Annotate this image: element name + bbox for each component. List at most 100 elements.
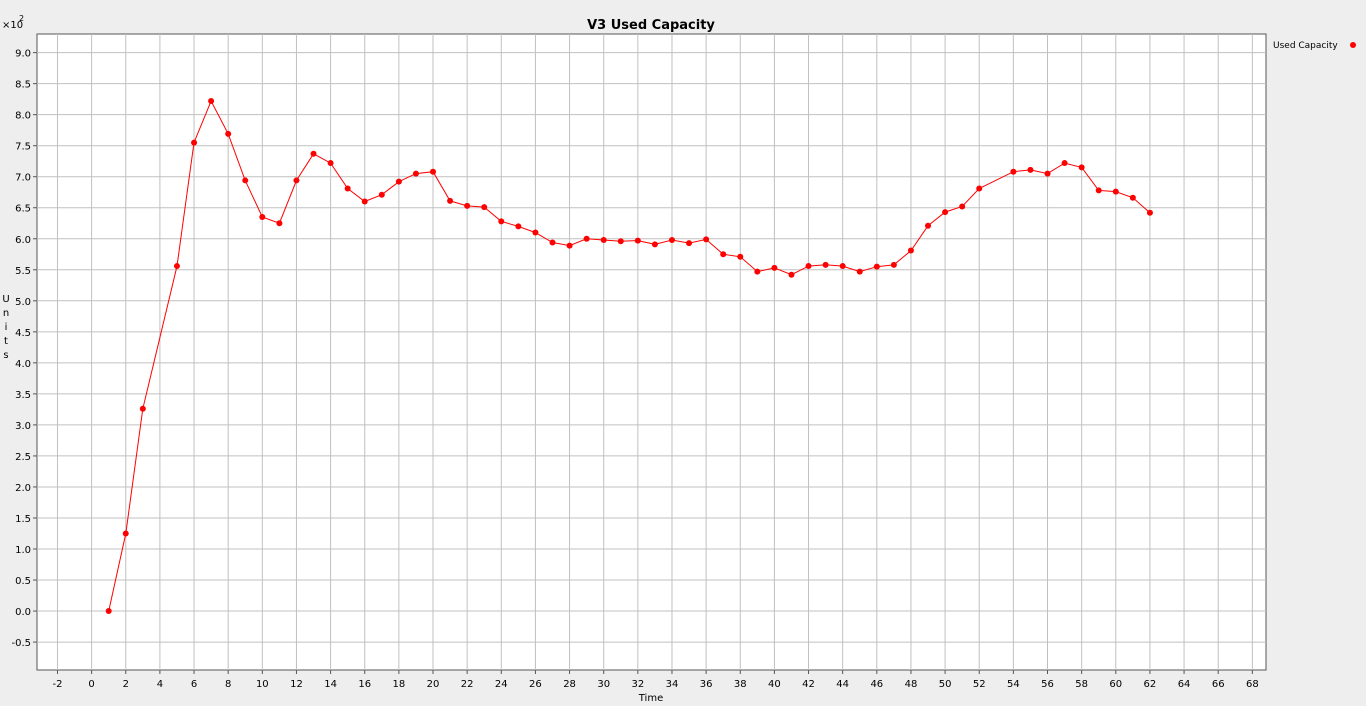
x-tick-label: 14 bbox=[324, 679, 337, 690]
x-tick-label: 34 bbox=[666, 679, 679, 690]
y-axis-label-letter: t bbox=[4, 336, 8, 347]
x-tick-label: 16 bbox=[358, 679, 371, 690]
data-point bbox=[481, 204, 488, 211]
data-point bbox=[686, 240, 693, 247]
data-point bbox=[1010, 168, 1017, 175]
x-tick-label: 22 bbox=[461, 679, 474, 690]
y-axis-label-letter: U bbox=[2, 294, 9, 305]
data-point bbox=[976, 185, 983, 192]
x-tick-label: 18 bbox=[393, 679, 406, 690]
x-axis-ticks: -2 0 2 4 6 8 10 12 14 16 18 20 22 24 26 28 30 32 34 36 38 40 4… bbox=[52, 670, 1259, 690]
x-tick-label: 20 bbox=[427, 679, 440, 690]
data-point bbox=[1078, 164, 1085, 171]
x-tick-label: 36 bbox=[700, 679, 713, 690]
data-point bbox=[191, 139, 198, 146]
x-tick-label: 24 bbox=[495, 679, 508, 690]
y-multiplier-exponent: 2 bbox=[19, 14, 24, 23]
data-point bbox=[1061, 160, 1068, 167]
data-point bbox=[139, 405, 146, 412]
x-tick-label: 68 bbox=[1246, 679, 1259, 690]
data-point bbox=[122, 530, 129, 537]
data-point bbox=[634, 237, 641, 244]
y-tick-label: 7.5 bbox=[15, 142, 31, 153]
data-point bbox=[1129, 194, 1136, 201]
y-tick-label: 9.0 bbox=[15, 49, 31, 60]
data-point bbox=[1044, 170, 1051, 177]
y-axis-label-letter: i bbox=[5, 322, 8, 333]
y-tick-label: 1.0 bbox=[15, 545, 31, 556]
y-tick-label: -0.5 bbox=[11, 638, 31, 649]
x-tick-label: 30 bbox=[597, 679, 610, 690]
data-point bbox=[856, 268, 863, 275]
y-tick-label: 4.0 bbox=[15, 359, 31, 370]
x-tick-label: 48 bbox=[905, 679, 918, 690]
x-tick-label: 2 bbox=[123, 679, 129, 690]
x-tick-label: 38 bbox=[734, 679, 747, 690]
x-tick-label: 56 bbox=[1041, 679, 1054, 690]
x-axis-label: Time bbox=[638, 693, 663, 704]
data-point bbox=[959, 203, 966, 210]
data-point bbox=[890, 261, 897, 268]
y-tick-label: 8.0 bbox=[15, 111, 31, 122]
plot-area bbox=[36, 33, 1267, 671]
y-multiplier-base: ×10 bbox=[2, 20, 23, 31]
x-tick-label: 0 bbox=[88, 679, 94, 690]
data-point bbox=[344, 185, 351, 192]
data-point bbox=[754, 268, 761, 275]
data-point bbox=[395, 178, 402, 185]
data-point bbox=[617, 238, 624, 245]
y-tick-label: 2.0 bbox=[15, 483, 31, 494]
x-tick-label: 58 bbox=[1075, 679, 1088, 690]
x-tick-label: 46 bbox=[870, 679, 883, 690]
data-point bbox=[430, 168, 437, 175]
y-tick-label: 6.5 bbox=[15, 204, 31, 215]
data-point bbox=[873, 263, 880, 270]
chart-title: V3 Used Capacity bbox=[587, 18, 715, 33]
series-used-capacity bbox=[105, 98, 1153, 615]
x-tick-label: 66 bbox=[1212, 679, 1225, 690]
data-point bbox=[276, 220, 283, 227]
y-tick-label: 6.0 bbox=[15, 235, 31, 246]
data-point bbox=[600, 237, 607, 244]
data-point bbox=[242, 177, 249, 184]
x-tick-label: -2 bbox=[52, 679, 62, 690]
y-tick-label: 5.5 bbox=[15, 266, 31, 277]
y-tick-label: 0.5 bbox=[15, 576, 31, 587]
data-point bbox=[464, 202, 471, 209]
data-point bbox=[566, 242, 573, 249]
y-tick-label: 3.5 bbox=[15, 390, 31, 401]
y-axis-label-letter: s bbox=[3, 350, 8, 361]
data-point bbox=[412, 170, 419, 177]
y-tick-label: 3.0 bbox=[15, 421, 31, 432]
y-tick-label: 2.5 bbox=[15, 452, 31, 463]
data-point bbox=[1095, 187, 1102, 194]
x-tick-label: 40 bbox=[768, 679, 781, 690]
x-tick-label: 64 bbox=[1178, 679, 1191, 690]
data-point bbox=[703, 236, 710, 243]
x-tick-label: 12 bbox=[290, 679, 303, 690]
data-point bbox=[805, 263, 812, 270]
data-point bbox=[259, 214, 266, 221]
data-point bbox=[1146, 209, 1153, 216]
x-tick-label: 32 bbox=[631, 679, 644, 690]
data-point bbox=[822, 261, 829, 268]
data-point bbox=[1112, 188, 1119, 195]
x-tick-label: 8 bbox=[225, 679, 231, 690]
data-point bbox=[839, 263, 846, 270]
data-point bbox=[310, 150, 317, 157]
y-multiplier: ×10 2 bbox=[2, 14, 24, 31]
y-tick-label: 1.5 bbox=[15, 514, 31, 525]
data-point bbox=[498, 218, 505, 225]
x-tick-label: 54 bbox=[1007, 679, 1020, 690]
legend: Used Capacity bbox=[1273, 41, 1356, 51]
x-tick-label: 4 bbox=[157, 679, 163, 690]
x-tick-label: 44 bbox=[836, 679, 849, 690]
data-point bbox=[737, 253, 744, 260]
x-tick-label: 52 bbox=[973, 679, 986, 690]
data-point bbox=[788, 271, 795, 278]
x-tick-label: 6 bbox=[191, 679, 197, 690]
y-axis-ticks: -0.5 0.0 0.5 1.0 1.5 2.0 2.5 3.0 3.5 4.0 4.5 5.0 5.5… bbox=[11, 49, 37, 649]
legend-marker-used-capacity bbox=[1350, 42, 1356, 48]
